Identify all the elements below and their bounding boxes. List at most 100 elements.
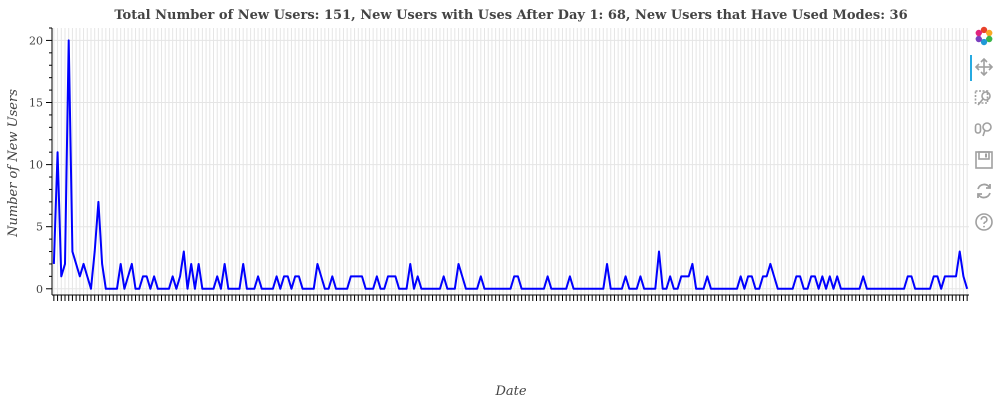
data-point (268, 288, 270, 290)
data-point (576, 288, 578, 290)
data-point (821, 275, 823, 277)
data-point (910, 275, 912, 277)
data-point (561, 288, 563, 290)
data-point (383, 288, 385, 290)
data-point (643, 288, 645, 290)
data-point (595, 288, 597, 290)
y-tick-label: 5 (36, 221, 43, 234)
bokeh-logo-icon[interactable] (970, 22, 998, 50)
data-point (777, 288, 779, 290)
data-point (558, 288, 560, 290)
data-point (572, 288, 574, 290)
data-point (584, 288, 586, 290)
y-tick-label: 15 (29, 97, 43, 110)
data-point (758, 288, 760, 290)
data-point (487, 288, 489, 290)
x-axis-label: Date (494, 384, 526, 399)
data-point (465, 288, 467, 290)
data-point (658, 250, 660, 252)
data-point (301, 288, 303, 290)
data-point (565, 288, 567, 290)
data-point (431, 288, 433, 290)
data-point (405, 288, 407, 290)
data-point (97, 201, 99, 203)
data-point (368, 288, 370, 290)
data-point (606, 263, 608, 265)
chart-title: Total Number of New Users: 151, New User… (114, 8, 907, 23)
data-point (402, 288, 404, 290)
data-point (710, 288, 712, 290)
data-point (736, 288, 738, 290)
data-point (476, 288, 478, 290)
data-point (68, 39, 70, 41)
data-point (721, 288, 723, 290)
data-point (190, 263, 192, 265)
data-point (86, 275, 88, 277)
data-point (732, 288, 734, 290)
data-point (331, 275, 333, 277)
data-point (183, 250, 185, 252)
data-point (450, 288, 452, 290)
data-point (921, 288, 923, 290)
data-point (398, 288, 400, 290)
data-point (806, 288, 808, 290)
data-point (112, 288, 114, 290)
data-point (892, 288, 894, 290)
data-point (420, 288, 422, 290)
data-point (877, 288, 879, 290)
data-point (765, 275, 767, 277)
data-point (587, 288, 589, 290)
data-point (791, 288, 793, 290)
data-point (520, 288, 522, 290)
data-point (186, 288, 188, 290)
wheel-zoom-icon[interactable] (970, 115, 998, 143)
data-point (881, 288, 883, 290)
data-point (119, 263, 121, 265)
data-point (836, 275, 838, 277)
data-point (316, 263, 318, 265)
pan-icon[interactable] (970, 53, 998, 81)
data-point (283, 275, 285, 277)
data-point (825, 288, 827, 290)
data-point (754, 288, 756, 290)
box-zoom-icon[interactable] (970, 84, 998, 112)
data-point (60, 275, 62, 277)
data-point (751, 275, 753, 277)
data-point (769, 263, 771, 265)
data-point (56, 151, 58, 153)
data-point (142, 275, 144, 277)
data-point (164, 288, 166, 290)
data-point (372, 288, 374, 290)
save-icon[interactable] (970, 146, 998, 174)
data-point (197, 263, 199, 265)
data-point (632, 288, 634, 290)
data-point (53, 263, 55, 265)
data-point (843, 288, 845, 290)
data-point (220, 288, 222, 290)
data-point (569, 275, 571, 277)
data-point (546, 275, 548, 277)
data-point (253, 288, 255, 290)
data-point (223, 263, 225, 265)
data-point (762, 275, 764, 277)
y-tick-label: 0 (36, 283, 43, 296)
data-point (869, 288, 871, 290)
data-point (153, 275, 155, 277)
data-point (101, 263, 103, 265)
data-point (227, 288, 229, 290)
data-point (602, 288, 604, 290)
data-point (93, 250, 95, 252)
reset-icon[interactable] (970, 177, 998, 205)
data-point (591, 288, 593, 290)
data-point (550, 288, 552, 290)
data-point (803, 288, 805, 290)
data-point (847, 288, 849, 290)
data-point (264, 288, 266, 290)
data-point (955, 275, 957, 277)
help-icon[interactable] (970, 208, 998, 236)
data-point (966, 288, 968, 290)
data-point (858, 288, 860, 290)
data-point (528, 288, 530, 290)
data-point (305, 288, 307, 290)
data-point (628, 288, 630, 290)
